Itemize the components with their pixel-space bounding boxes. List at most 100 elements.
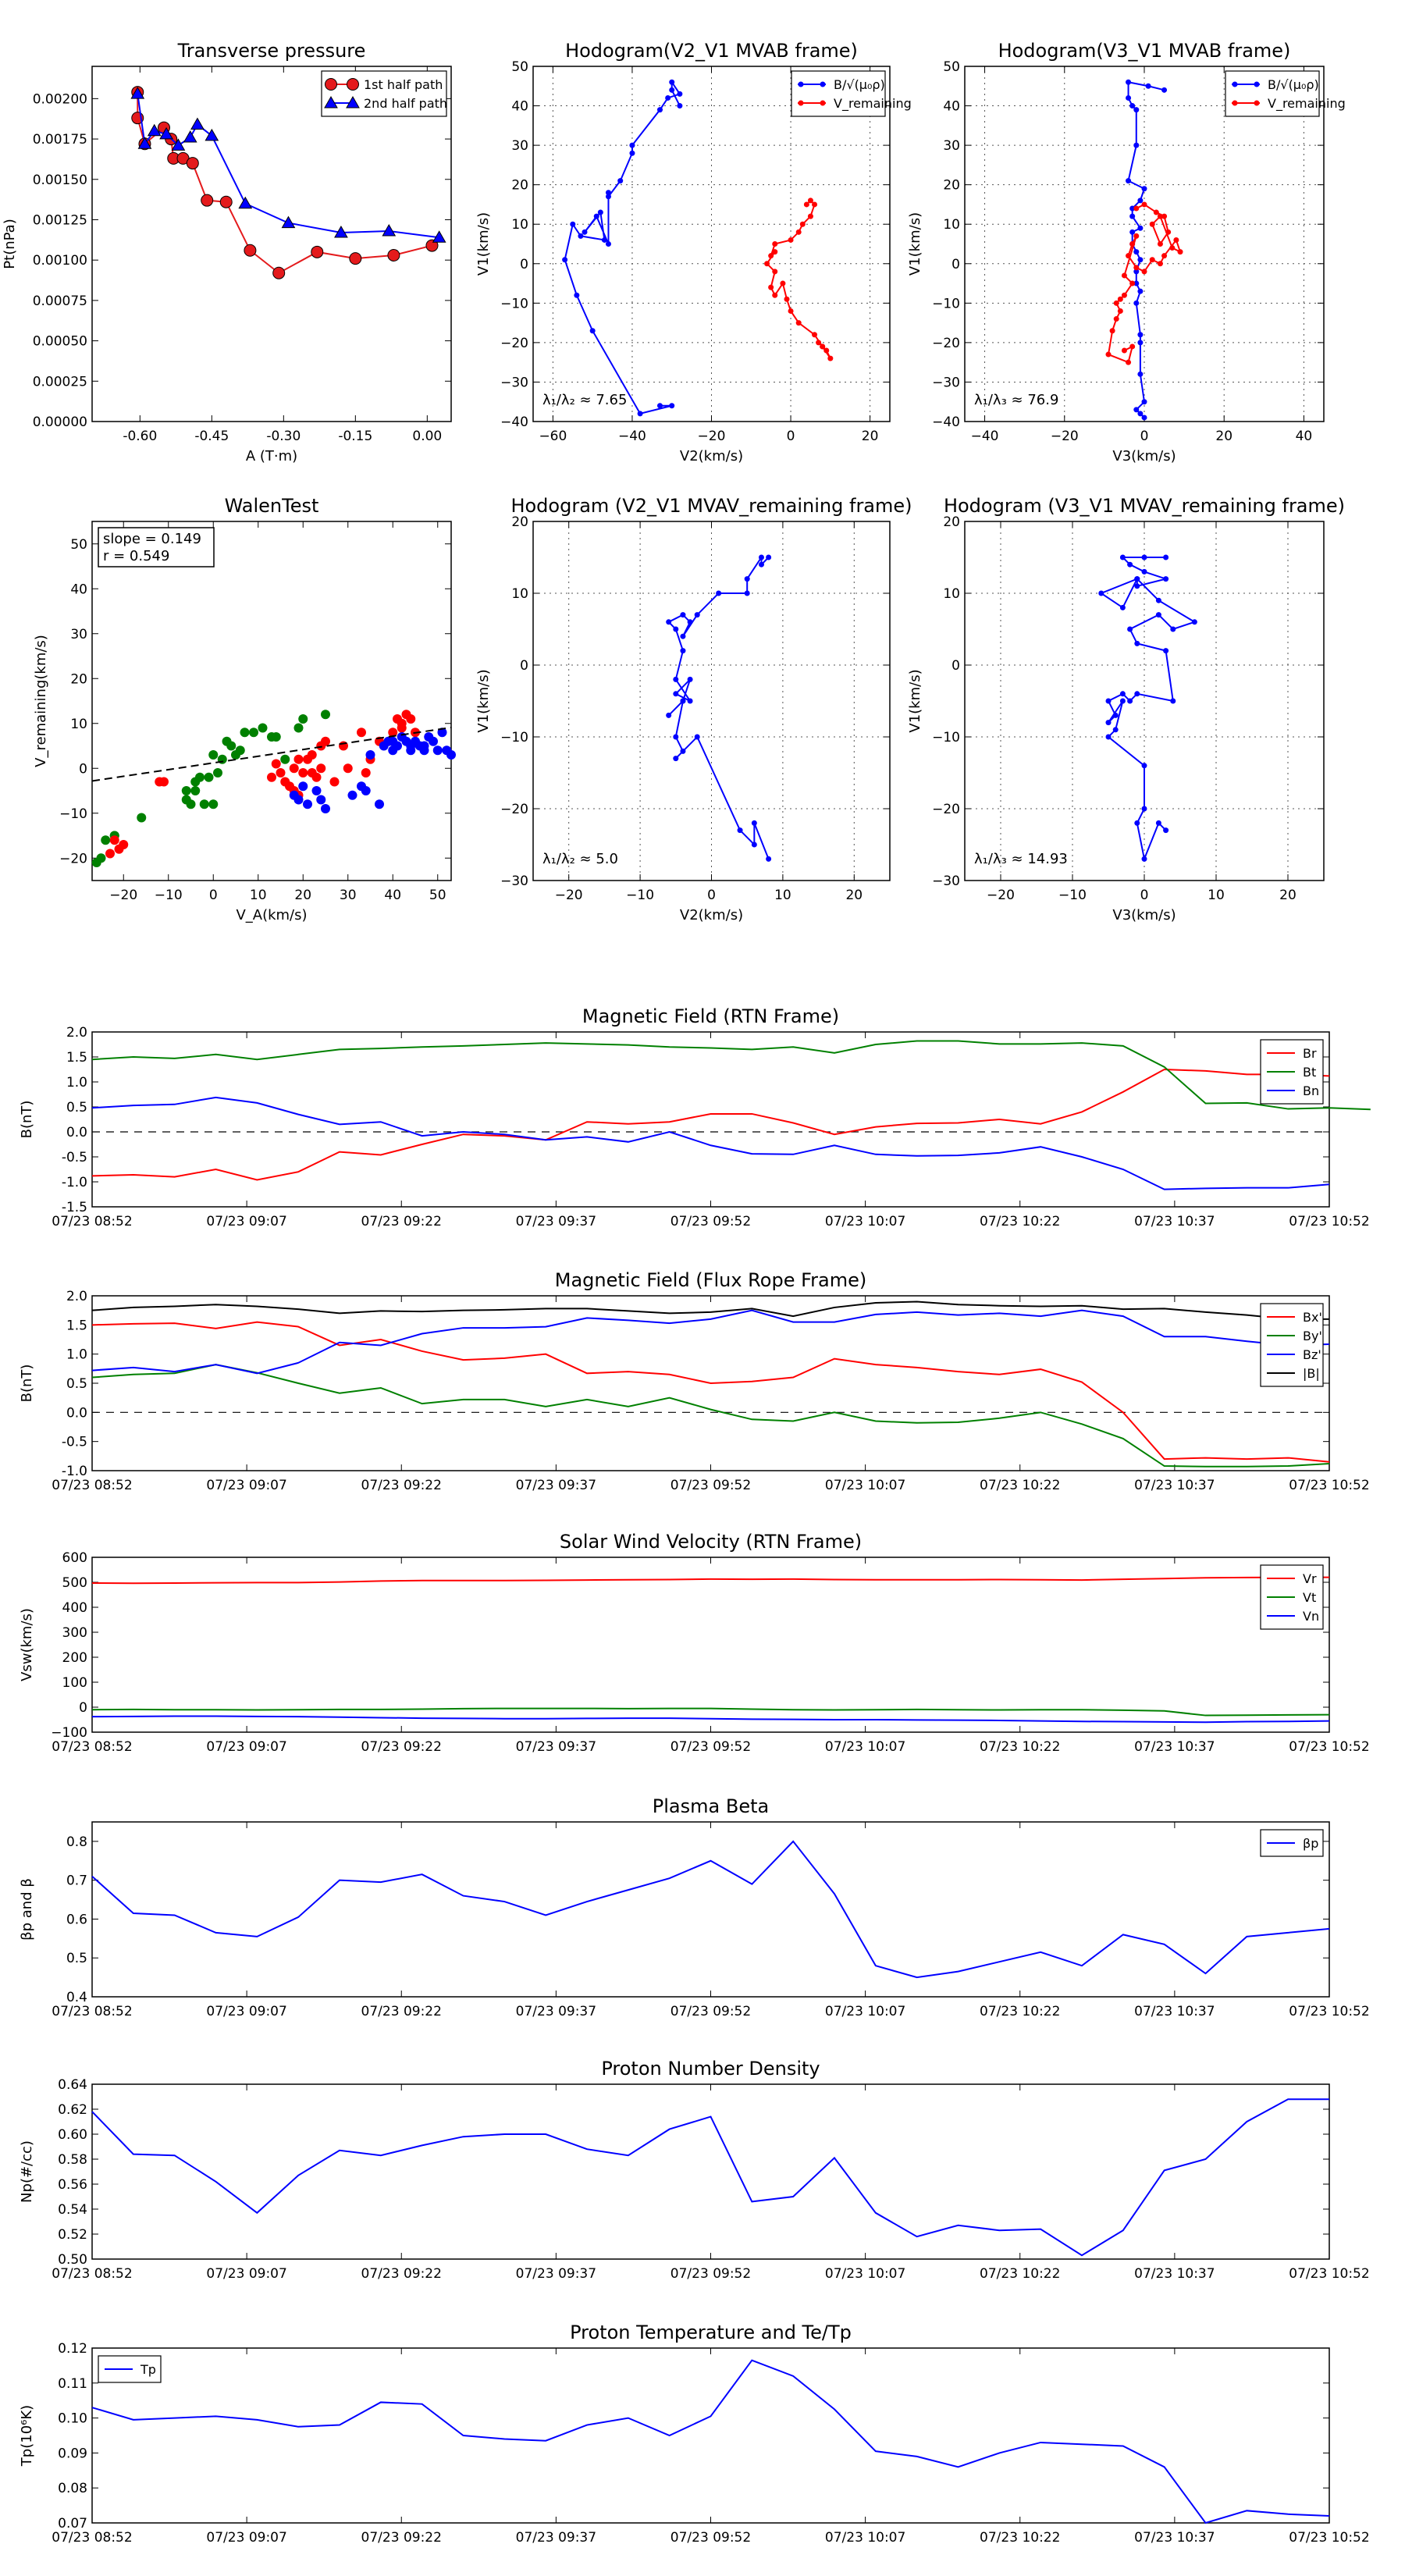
data-point bbox=[1105, 720, 1112, 726]
data-point bbox=[1137, 411, 1144, 417]
y-tick-label: 0.08 bbox=[58, 2481, 87, 2496]
data-point bbox=[1153, 209, 1159, 215]
data-point bbox=[751, 820, 757, 826]
data-point bbox=[669, 403, 675, 409]
x-tick-label: 07/23 09:22 bbox=[361, 1739, 442, 1755]
data-point bbox=[1126, 94, 1132, 101]
data-point bbox=[766, 856, 772, 862]
x-tick-label: 07/23 10:52 bbox=[1289, 1739, 1369, 1755]
series-line bbox=[91, 1840, 1330, 1979]
y-tick-label: 0.64 bbox=[58, 2077, 87, 2093]
data-point bbox=[311, 245, 324, 258]
data-point bbox=[1232, 81, 1238, 87]
legend-label: Bz' bbox=[1303, 1347, 1321, 1362]
data-point bbox=[349, 252, 362, 265]
x-tick-label: 07/23 09:52 bbox=[670, 1739, 751, 1755]
data-point bbox=[1133, 269, 1140, 275]
legend-label: V_remaining bbox=[1268, 96, 1346, 112]
y-tick-label: 2.0 bbox=[66, 1025, 87, 1041]
chart-mag_fr: Magnetic Field (Flux Rope Frame) -1.0 -0.5… bbox=[19, 1269, 1370, 1493]
data-point bbox=[795, 229, 802, 235]
data-point bbox=[432, 745, 443, 756]
y-tick-label: 0.00175 bbox=[33, 132, 87, 148]
data-point bbox=[795, 320, 802, 326]
data-point bbox=[204, 772, 214, 782]
y-tick-label: 0.00125 bbox=[33, 212, 87, 228]
y-tick-label: −30 bbox=[932, 375, 960, 390]
legend-label: Vr bbox=[1303, 1571, 1317, 1586]
data-point bbox=[656, 107, 663, 113]
data-point bbox=[597, 209, 603, 215]
data-point bbox=[1134, 820, 1140, 826]
y-axis-label: V1(km/s) bbox=[907, 669, 923, 732]
x-tick-label: 07/23 10:37 bbox=[1134, 2530, 1215, 2546]
x-axis-label: V3(km/s) bbox=[1112, 907, 1176, 923]
y-tick-label: 2.0 bbox=[66, 1289, 87, 1304]
data-point bbox=[1141, 269, 1147, 275]
data-point bbox=[798, 81, 804, 87]
y-tick-label: -1.0 bbox=[62, 1175, 87, 1190]
data-point bbox=[680, 748, 686, 754]
data-point bbox=[1133, 142, 1140, 148]
data-point bbox=[311, 786, 322, 795]
x-tick-label: 50 bbox=[429, 888, 446, 903]
x-axis-label: A (T·m) bbox=[246, 448, 297, 464]
y-tick-label: 20 bbox=[70, 671, 87, 687]
x-tick-label: −20 bbox=[1051, 429, 1079, 444]
y-tick-label: 0.7 bbox=[66, 1873, 87, 1889]
data-point bbox=[673, 676, 679, 682]
data-point bbox=[276, 768, 286, 777]
data-point bbox=[772, 241, 778, 247]
data-point bbox=[788, 308, 794, 314]
x-tick-label: 07/23 09:52 bbox=[670, 2266, 751, 2282]
data-point bbox=[687, 698, 693, 704]
data-point bbox=[321, 736, 330, 746]
data-point bbox=[820, 343, 826, 350]
y-tick-label: 0.00000 bbox=[33, 415, 87, 430]
y-tick-label: −20 bbox=[59, 851, 87, 866]
data-point bbox=[147, 123, 162, 137]
y-axis-label: V_remaining(km/s) bbox=[33, 635, 49, 767]
data-point bbox=[190, 786, 201, 795]
data-point bbox=[1113, 300, 1119, 306]
series-line bbox=[766, 199, 831, 359]
y-tick-label: 1.0 bbox=[66, 1075, 87, 1091]
data-point bbox=[1105, 734, 1112, 740]
y-tick-label: 0.54 bbox=[58, 2202, 87, 2218]
x-tick-label: 07/23 10:22 bbox=[980, 1739, 1060, 1755]
legend-label: Vn bbox=[1303, 1609, 1319, 1624]
data-point bbox=[820, 81, 826, 87]
y-tick-label: 40 bbox=[511, 99, 528, 115]
data-point bbox=[406, 745, 416, 756]
chart-hodo3: Hodogram (V2_V1 MVAV_remaining frame) −20… bbox=[475, 495, 912, 923]
fit-stats-text: r = 0.549 bbox=[103, 548, 169, 564]
data-point bbox=[574, 292, 580, 298]
y-tick-label: 0.5 bbox=[66, 1100, 87, 1115]
data-point bbox=[823, 347, 830, 354]
y-tick-label: −40 bbox=[932, 415, 960, 430]
series-line bbox=[91, 1309, 1330, 1375]
chart-beta: Plasma Beta 0.4 0.5 0.6 0.7 0.8 βp and β 07/23 … bbox=[19, 1795, 1370, 2019]
x-tick-label: 07/23 10:37 bbox=[1134, 1214, 1215, 1229]
x-tick-label: −10 bbox=[1058, 888, 1087, 903]
plot-frame bbox=[91, 2347, 1330, 2524]
data-point bbox=[799, 221, 806, 227]
chart-title: WalenTest bbox=[225, 495, 319, 517]
data-point bbox=[1112, 727, 1119, 733]
x-tick-label: −20 bbox=[987, 888, 1015, 903]
data-point bbox=[1155, 820, 1161, 826]
data-point bbox=[1133, 407, 1140, 413]
data-point bbox=[788, 237, 794, 243]
y-tick-label: 0.60 bbox=[58, 2127, 87, 2143]
chart-hodo4: Hodogram (V3_V1 MVAV_remaining frame) −20… bbox=[907, 495, 1345, 923]
data-point bbox=[1161, 213, 1168, 219]
x-tick-label: 07/23 09:37 bbox=[516, 1739, 596, 1755]
data-point bbox=[629, 142, 635, 148]
data-point bbox=[1141, 399, 1147, 405]
data-point bbox=[425, 239, 439, 252]
y-tick-label: 0.00150 bbox=[33, 173, 87, 188]
data-point bbox=[1149, 257, 1155, 263]
data-point bbox=[137, 813, 147, 823]
data-point bbox=[437, 728, 447, 738]
y-axis-label: V1(km/s) bbox=[475, 212, 492, 276]
